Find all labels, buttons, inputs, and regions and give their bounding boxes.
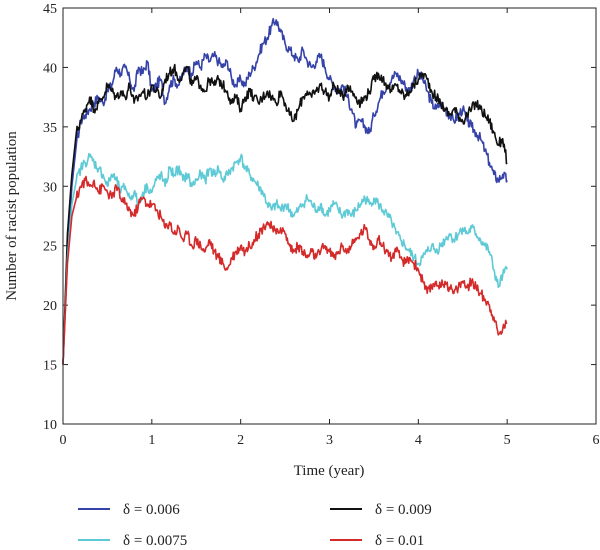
legend-label-1: δ = 0.009: [375, 502, 432, 518]
legend: δ = 0.006 δ = 0.009 δ = 0.0075 δ = 0.01: [78, 502, 432, 549]
legend-label-3: δ = 0.01: [375, 533, 424, 549]
plot-frame: [62, 7, 597, 425]
y-tick-label: 15: [43, 359, 57, 374]
series-line-3: [62, 175, 508, 365]
series-line-2: [62, 152, 508, 365]
y-tick-label: 10: [43, 418, 57, 433]
x-tick-label: 0: [60, 433, 67, 448]
series-line-0: [62, 17, 508, 365]
y-tick-label: 45: [43, 2, 57, 17]
series-line-1: [62, 63, 508, 365]
x-axis-label: Time (year): [294, 463, 365, 479]
series-lines: [62, 17, 508, 365]
legend-label-0: δ = 0.006: [123, 502, 180, 518]
y-tick-label: 35: [43, 121, 57, 136]
x-tick-label: 5: [504, 433, 511, 448]
legend-label-2: δ = 0.0075: [123, 533, 187, 549]
x-tick-label: 6: [593, 433, 600, 448]
x-tick-label: 2: [237, 433, 244, 448]
x-tick-label: 1: [148, 433, 155, 448]
y-axis: 10 15 20 25 30 35 40 45: [43, 2, 596, 433]
x-tick-label: 4: [415, 433, 422, 448]
y-tick-label: 20: [43, 299, 57, 314]
y-tick-label: 30: [43, 180, 57, 195]
x-tick-label: 3: [326, 433, 333, 448]
y-tick-label: 40: [43, 61, 57, 76]
x-axis: 0 1 2 3 4 5 6: [60, 8, 600, 448]
y-tick-label: 25: [43, 240, 57, 255]
y-axis-label: Number of racist population: [4, 131, 20, 301]
